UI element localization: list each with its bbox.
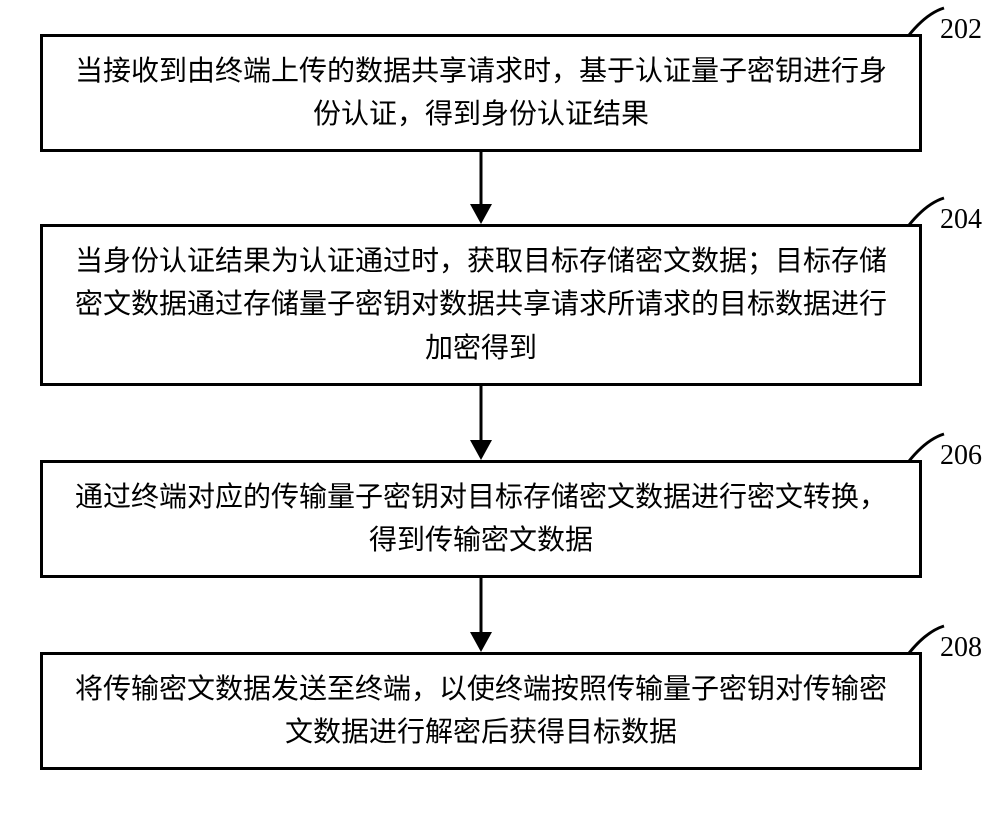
step-box-202: 当接收到由终端上传的数据共享请求时，基于认证量子密钥进行身份认证，得到身份认证结… <box>40 34 922 152</box>
step-box-208: 将传输密文数据发送至终端，以使终端按照传输量子密钥对传输密文数据进行解密后获得目… <box>40 652 922 770</box>
step-text-206: 通过终端对应的传输量子密钥对目标存储密文数据进行密文转换，得到传输密文数据 <box>71 476 891 563</box>
step-text-208: 将传输密文数据发送至终端，以使终端按照传输量子密钥对传输密文数据进行解密后获得目… <box>71 668 891 755</box>
step-label-204: 204 <box>940 204 982 236</box>
step-box-204: 当身份认证结果为认证通过时，获取目标存储密文数据；目标存储密文数据通过存储量子密… <box>40 224 922 386</box>
step-text-204: 当身份认证结果为认证通过时，获取目标存储密文数据；目标存储密文数据通过存储量子密… <box>71 240 891 370</box>
step-label-208: 208 <box>940 632 982 664</box>
step-box-206: 通过终端对应的传输量子密钥对目标存储密文数据进行密文转换，得到传输密文数据 <box>40 460 922 578</box>
step-label-206: 206 <box>940 440 982 472</box>
flowchart-canvas: 202 当接收到由终端上传的数据共享请求时，基于认证量子密钥进行身份认证，得到身… <box>0 0 1000 818</box>
step-label-202: 202 <box>940 14 982 46</box>
step-text-202: 当接收到由终端上传的数据共享请求时，基于认证量子密钥进行身份认证，得到身份认证结… <box>71 50 891 137</box>
